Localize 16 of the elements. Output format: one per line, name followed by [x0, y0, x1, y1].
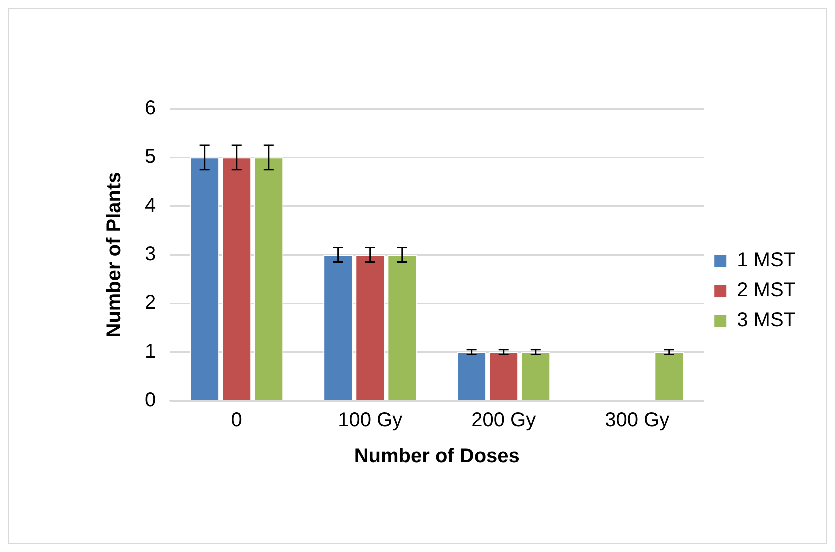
x-axis-title: Number of Doses [354, 446, 520, 468]
x-tick-label: 200 Gy [472, 410, 536, 432]
y-axis-title: Number of Plants [104, 172, 126, 338]
y-tick-label: 5 [145, 146, 156, 168]
y-tick-label: 1 [145, 340, 156, 363]
legend-label: 1 MST [737, 250, 796, 272]
x-tick-label: 100 Gy [338, 410, 403, 432]
x-tick-label: 0 [231, 410, 242, 432]
legend-label: 3 MST [737, 310, 796, 332]
legend-label: 2 MST [737, 280, 796, 302]
y-tick-label: 0 [145, 390, 156, 412]
y-tick-label: 2 [145, 292, 156, 314]
y-tick-label: 4 [145, 194, 156, 217]
y-tick-label: 6 [145, 98, 156, 120]
x-tick-label: 300 Gy [605, 410, 670, 432]
y-tick-label: 3 [145, 244, 156, 266]
